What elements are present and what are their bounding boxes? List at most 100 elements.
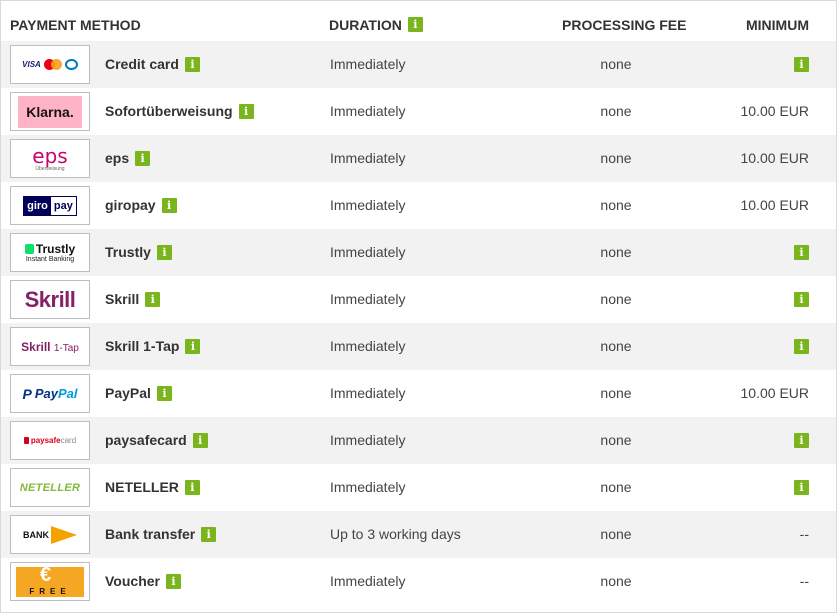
method-name: Bank transfer i [105, 525, 217, 543]
info-icon[interactable]: i [135, 150, 151, 166]
diners-club-logo [64, 59, 78, 70]
method-name: Trustly i [105, 243, 172, 261]
method-name: eps i [105, 149, 151, 167]
header-processing-fee: PROCESSING FEE [562, 17, 687, 33]
method-name-label: paysafecard [105, 432, 187, 448]
method-duration: Immediately [330, 103, 406, 119]
paypal-logo-right: Pal [57, 386, 78, 401]
mastercard-logo [43, 59, 62, 70]
method-minimum: -- [799, 573, 809, 589]
giropay-logo-right: pay [50, 196, 76, 215]
info-icon[interactable]: i [794, 56, 809, 72]
method-minimum: -- [799, 526, 809, 542]
info-icon[interactable]: i [185, 338, 201, 354]
skrill-1-tap-logo-text: Skrill 1-Tap [21, 340, 79, 354]
method-name-label: Sofortüberweisung [105, 103, 233, 119]
method-minimum: i [794, 478, 809, 496]
paypal-logo-text: PayPal [35, 386, 78, 401]
method-duration: Up to 3 working days [330, 526, 461, 542]
method-fee: none [600, 197, 632, 213]
method-minimum: 10.00 EUR [740, 197, 809, 213]
paypal-mark-icon: P [22, 385, 32, 402]
skrill-logo: Skrill [10, 280, 90, 319]
table-row: Trustly Instant Banking Trustly i Immedia… [1, 229, 836, 276]
method-name-label: eps [105, 150, 130, 166]
method-minimum: 10.00 EUR [740, 150, 809, 166]
arrow-right-icon [51, 525, 77, 544]
table-row: P PayPal PayPal i Immediately none 10.00 … [1, 370, 836, 417]
info-icon[interactable]: i [238, 103, 254, 119]
method-name-label: PayPal [105, 385, 151, 401]
info-icon[interactable]: i [201, 526, 217, 542]
method-name-label: Bank transfer [105, 526, 196, 542]
info-icon[interactable]: i [156, 244, 172, 260]
info-icon[interactable]: i [165, 573, 181, 589]
method-name-label: Credit card [105, 56, 179, 72]
table-row: paysafecard paysafecard i Immediately non… [1, 417, 836, 464]
info-icon[interactable]: i [407, 16, 423, 32]
info-icon[interactable]: i [794, 432, 809, 448]
info-icon[interactable]: i [794, 338, 809, 354]
method-name-label: Voucher [105, 573, 160, 589]
method-duration: Immediately [330, 385, 406, 401]
info-icon[interactable]: i [794, 244, 809, 260]
klarna-logo: Klarna. [10, 92, 90, 131]
method-duration: Immediately [330, 338, 406, 354]
table-row: eps Überweisung eps i Immediately none 10… [1, 135, 836, 182]
table-row: € FREE Voucher i Immediately none -- [1, 558, 836, 605]
table-row: VISA Credit card i Immediately none i [1, 41, 836, 88]
method-fee: none [600, 291, 632, 307]
info-icon[interactable]: i [794, 291, 809, 307]
info-icon[interactable]: i [145, 291, 161, 307]
method-name-label: NETELLER [105, 479, 179, 495]
header-minimum: MINIMUM [746, 17, 809, 33]
info-icon[interactable]: i [794, 479, 809, 495]
info-icon[interactable]: i [161, 197, 177, 213]
neteller-logo-text: NETELLER [19, 481, 81, 494]
method-duration: Immediately [330, 479, 406, 495]
paysafecard-mark-icon [23, 437, 29, 444]
method-name: PayPal i [105, 384, 172, 402]
method-minimum: i [794, 243, 809, 261]
method-minimum: i [794, 431, 809, 449]
skrill-1-tap-logo: Skrill 1-Tap [10, 327, 90, 366]
header-duration-label: DURATION [329, 17, 402, 33]
method-duration: Immediately [330, 56, 406, 72]
skrill-1-tap-logo-right: 1-Tap [53, 342, 79, 354]
method-name: Credit card i [105, 55, 200, 73]
info-icon[interactable]: i [184, 479, 200, 495]
voucher-logo: € FREE [10, 562, 90, 601]
eps-logo: eps Überweisung [10, 139, 90, 178]
method-duration: Immediately [330, 573, 406, 589]
eps-logo-text: eps [32, 143, 68, 168]
paysafecard-logo: paysafecard [10, 421, 90, 460]
info-icon[interactable]: i [192, 432, 208, 448]
method-name: Skrill 1-Tap i [105, 337, 201, 355]
paysafecard-logo-left: paysafe [30, 436, 61, 445]
table-row: giro pay giropay i Immediately none 10.00… [1, 182, 836, 229]
method-name-label: Trustly [105, 244, 151, 260]
method-name: giropay i [105, 196, 177, 214]
paypal-logo: P PayPal [10, 374, 90, 413]
method-fee: none [600, 385, 632, 401]
method-minimum: 10.00 EUR [740, 385, 809, 401]
method-duration: Immediately [330, 432, 406, 448]
method-duration: Immediately [330, 150, 406, 166]
giropay-logo: giro pay [10, 186, 90, 225]
table-header: PAYMENT METHOD DURATION i PROCESSING FEE … [1, 1, 836, 41]
visa-logo: VISA [22, 60, 41, 69]
lock-icon [24, 244, 34, 254]
info-icon[interactable]: i [156, 385, 172, 401]
method-minimum: i [794, 290, 809, 308]
klarna-logo-text: Klarna. [18, 95, 82, 128]
header-payment-method: PAYMENT METHOD [10, 17, 141, 33]
table-row: Klarna. Sofortüberweisung i Immediately n… [1, 88, 836, 135]
method-fee: none [600, 56, 632, 72]
paysafecard-logo-text: paysafecard [31, 436, 76, 445]
credit-card-logo: VISA [10, 45, 90, 84]
method-name-label: Skrill [105, 291, 140, 307]
method-minimum: i [794, 337, 809, 355]
method-fee: none [600, 150, 632, 166]
info-icon[interactable]: i [184, 56, 200, 72]
giropay-logo-left: giro [24, 196, 51, 215]
